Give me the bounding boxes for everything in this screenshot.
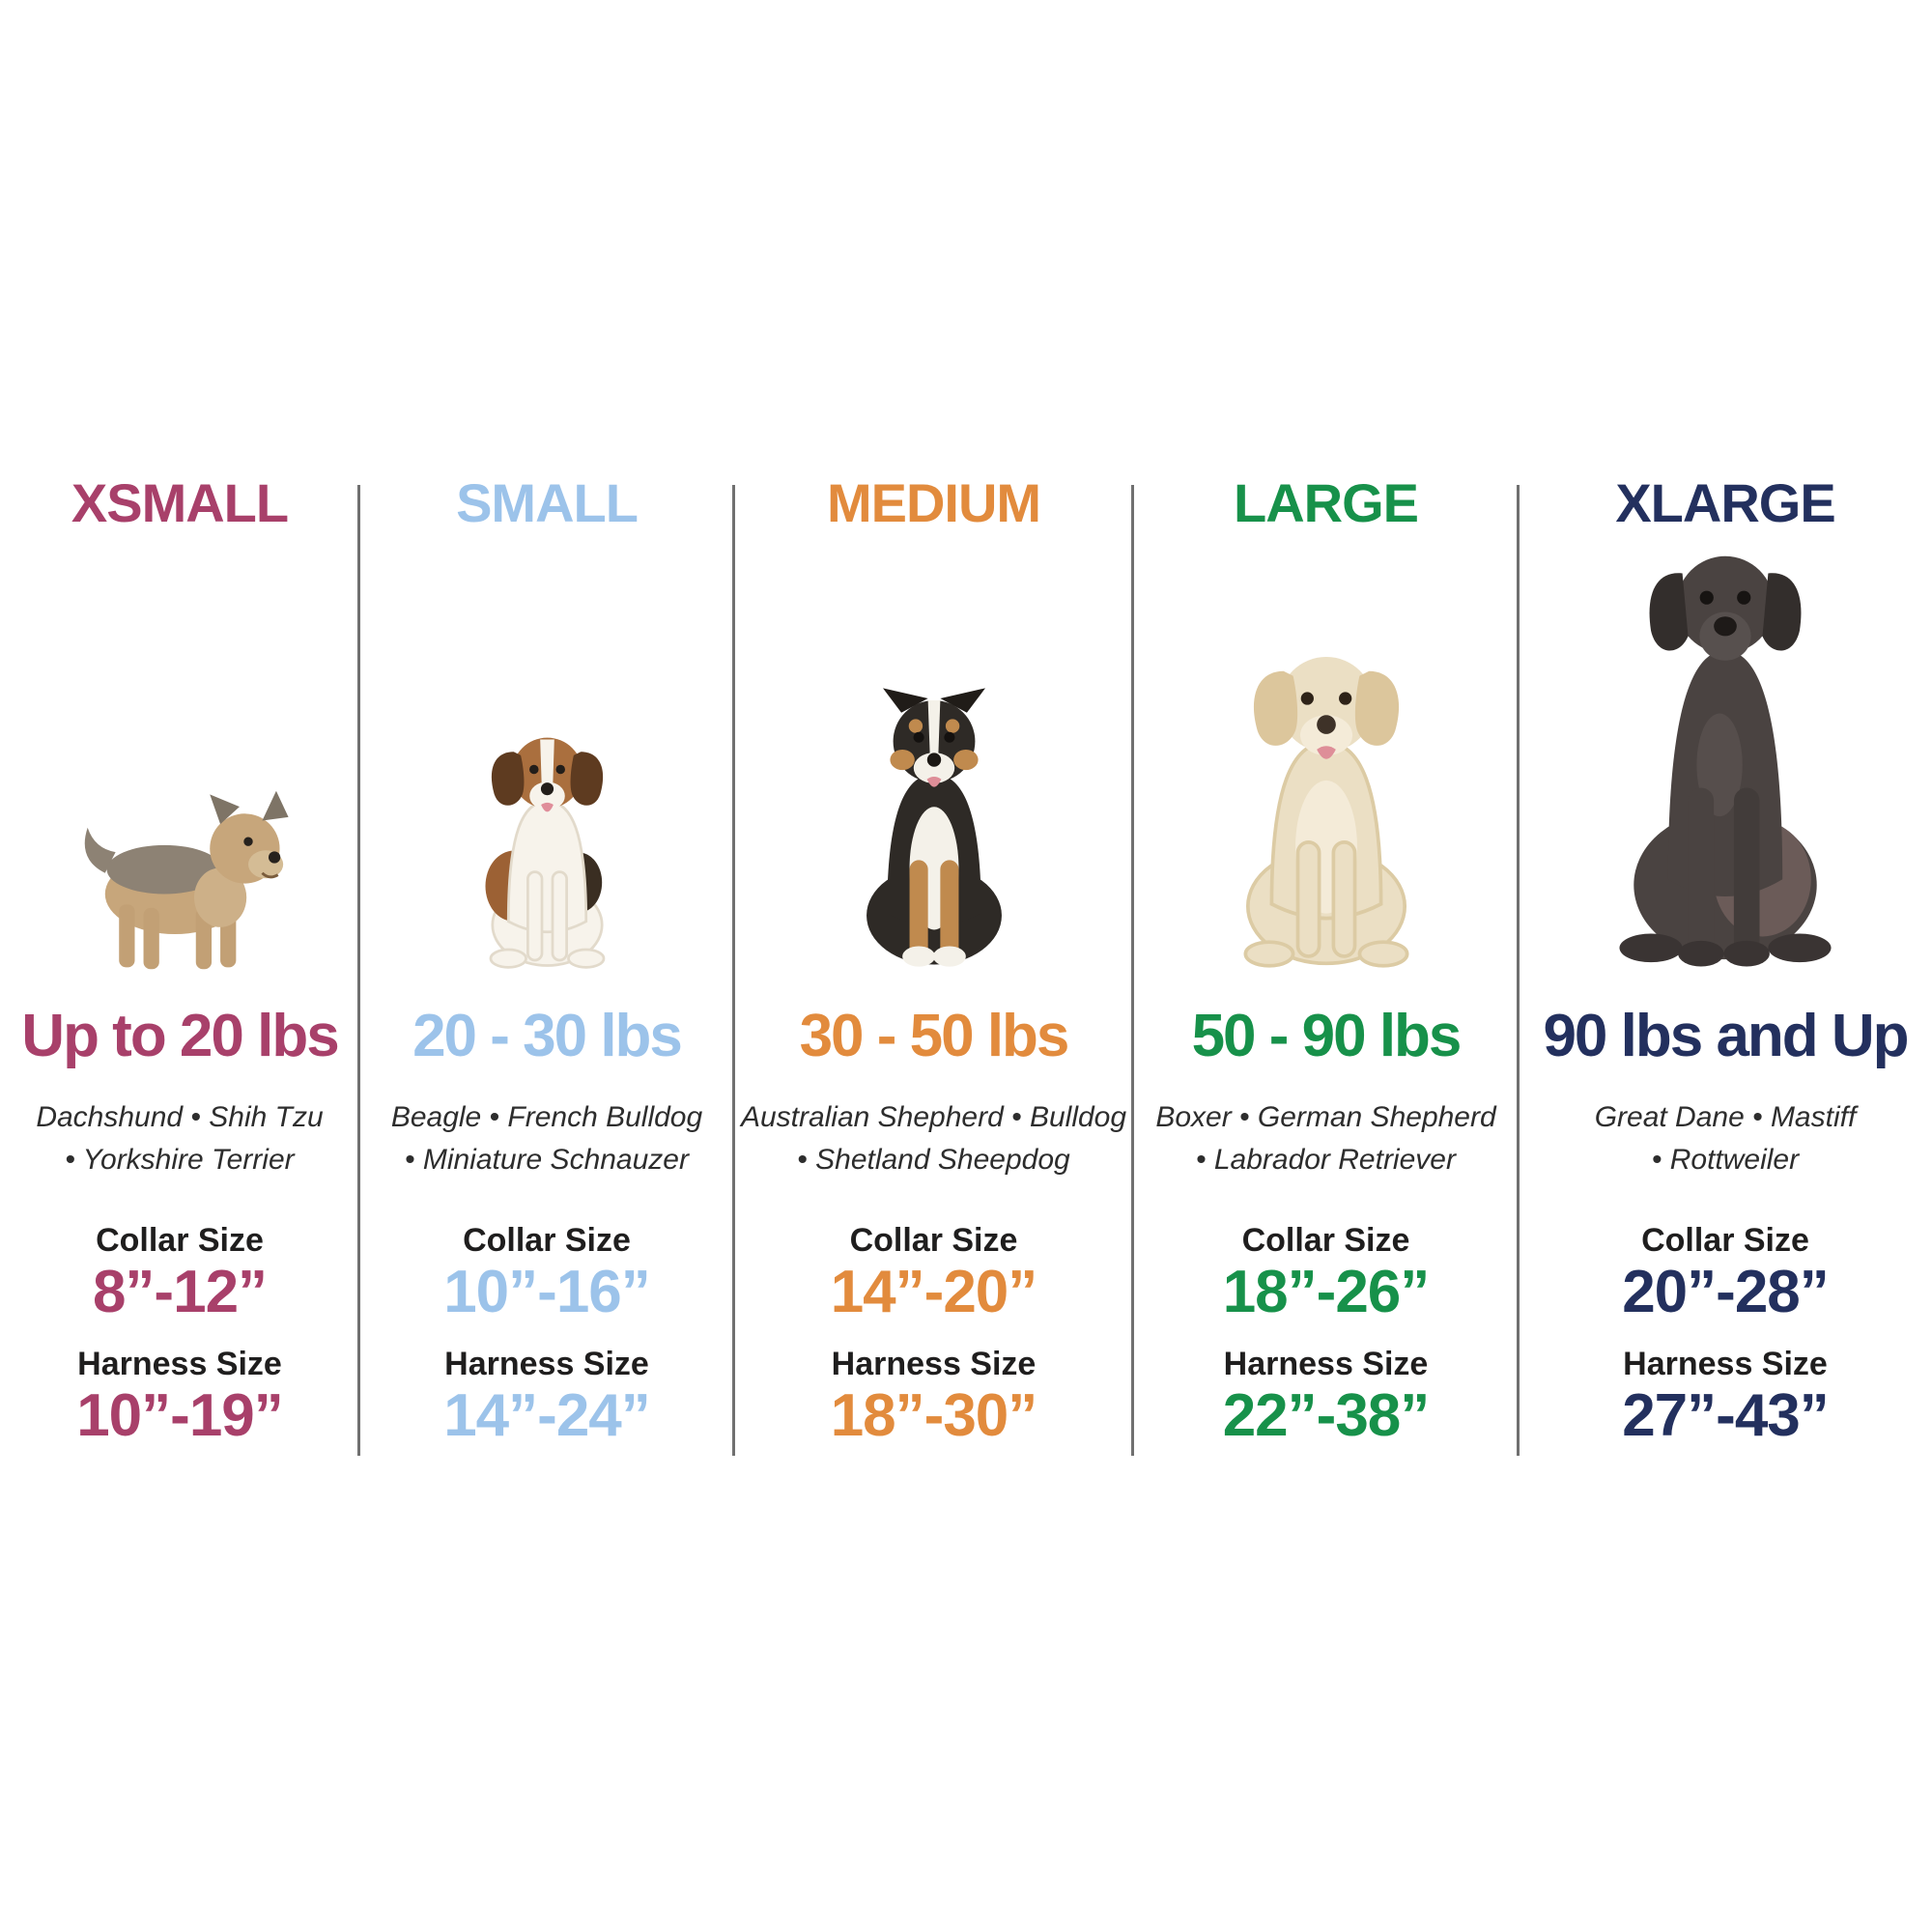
weight-range-xlarge: 90 lbs and Up xyxy=(1543,1003,1909,1069)
weight-range-small: 20 - 30 lbs xyxy=(412,1003,683,1069)
size-column-small: SMALL 20 - 30 lbs xyxy=(359,0,734,1932)
size-column-medium: MEDIUM xyxy=(734,0,1133,1932)
size-column-xsmall: XSMALL Up to 20 lbs Dachsh xyxy=(0,0,359,1932)
dog-photo-great-dane xyxy=(1582,531,1868,971)
australian-shepherd-dog-icon xyxy=(866,688,1002,967)
dog-photo-beagle xyxy=(459,531,636,971)
harness-size-value-xlarge: 27”-43” xyxy=(1622,1382,1830,1449)
golden-retriever-dog-icon xyxy=(1243,656,1408,968)
collar-size-label: Collar Size xyxy=(1641,1222,1809,1259)
breed-line: • Yorkshire Terrier xyxy=(65,1144,295,1176)
breed-line: • Shetland Sheepdog xyxy=(797,1144,1070,1176)
dog-photo-golden-retriever xyxy=(1208,531,1445,971)
harness-size-label: Harness Size xyxy=(1623,1346,1828,1382)
size-column-large: LARGE 50 - 90 lbs Boxer • xyxy=(1133,0,1519,1932)
breed-examples-medium: Australian Shepherd • Bulldog • Shetland… xyxy=(741,1096,1126,1181)
dog-photo-yorkshire-terrier xyxy=(67,531,294,971)
size-label-xlarge: XLARGE xyxy=(1615,472,1835,533)
harness-size-value-large: 22”-38” xyxy=(1222,1382,1431,1449)
yorkshire-terrier-dog-icon xyxy=(84,790,289,970)
size-label-large: LARGE xyxy=(1234,472,1419,533)
collar-size-value-xlarge: 20”-28” xyxy=(1622,1259,1830,1325)
size-label-small: SMALL xyxy=(456,472,639,533)
weight-range-xsmall: Up to 20 lbs xyxy=(21,1003,339,1069)
harness-size-label: Harness Size xyxy=(1223,1346,1429,1382)
breed-examples-xlarge: Great Dane • Mastiff • Rottweiler xyxy=(1595,1096,1857,1181)
column-divider xyxy=(1131,485,1134,1456)
harness-size-label: Harness Size xyxy=(444,1346,649,1382)
collar-size-value-medium: 14”-20” xyxy=(830,1259,1038,1325)
beagle-dog-icon xyxy=(485,737,605,969)
collar-size-label: Collar Size xyxy=(96,1222,264,1259)
breed-line: Boxer • German Shepherd xyxy=(1155,1101,1496,1133)
harness-size-value-small: 14”-24” xyxy=(443,1382,651,1449)
dog-photo-australian-shepherd xyxy=(832,531,1037,971)
size-label-medium: MEDIUM xyxy=(826,472,1041,533)
weight-range-large: 50 - 90 lbs xyxy=(1191,1003,1463,1069)
breed-line: Great Dane • Mastiff xyxy=(1594,1101,1857,1133)
breed-examples-small: Beagle • French Bulldog • Miniature Schn… xyxy=(391,1096,702,1181)
breed-line: • Labrador Retriever xyxy=(1196,1144,1456,1176)
collar-size-label: Collar Size xyxy=(463,1222,631,1259)
harness-size-value-medium: 18”-30” xyxy=(830,1382,1038,1449)
harness-size-label: Harness Size xyxy=(831,1346,1037,1382)
breed-examples-large: Boxer • German Shepherd • Labrador Retri… xyxy=(1155,1096,1495,1181)
size-label-xsmall: XSMALL xyxy=(71,472,289,533)
column-divider xyxy=(732,485,735,1456)
size-column-xlarge: XLARGE 90 lbs and U xyxy=(1519,0,1932,1932)
column-divider xyxy=(1517,485,1520,1456)
collar-size-value-xsmall: 8”-12” xyxy=(92,1259,268,1325)
breed-line: Beagle • French Bulldog xyxy=(390,1101,703,1133)
harness-size-label: Harness Size xyxy=(77,1346,282,1382)
collar-size-value-small: 10”-16” xyxy=(443,1259,651,1325)
breed-examples-xsmall: Dachshund • Shih Tzu • Yorkshire Terrier xyxy=(36,1096,323,1181)
harness-size-value-xsmall: 10”-19” xyxy=(76,1382,284,1449)
weight-range-medium: 30 - 50 lbs xyxy=(799,1003,1070,1069)
breed-line: Australian Shepherd • Bulldog xyxy=(740,1101,1127,1133)
great-dane-dog-icon xyxy=(1619,555,1832,967)
breed-line: • Rottweiler xyxy=(1651,1144,1800,1176)
breed-line: • Miniature Schnauzer xyxy=(405,1144,689,1176)
breed-line: Dachshund • Shih Tzu xyxy=(36,1101,324,1133)
collar-size-label: Collar Size xyxy=(1241,1222,1410,1259)
column-divider xyxy=(357,485,360,1456)
collar-size-value-large: 18”-26” xyxy=(1222,1259,1431,1325)
collar-size-label: Collar Size xyxy=(849,1222,1018,1259)
